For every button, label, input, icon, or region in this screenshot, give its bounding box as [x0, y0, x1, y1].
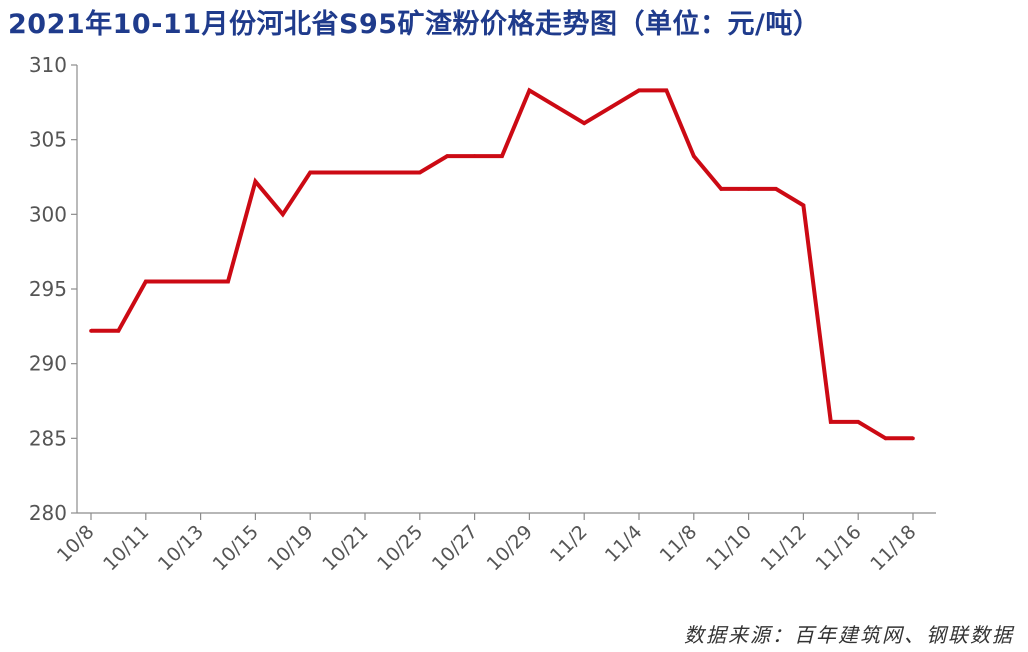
y-tick-label: 295 [29, 277, 67, 301]
axes [76, 65, 936, 514]
data-point [801, 203, 806, 208]
x-tick-label: 10/19 [263, 521, 317, 575]
x-tick-label: 11/18 [866, 521, 920, 575]
data-point [253, 179, 258, 184]
x-tick-label: 10/29 [483, 521, 537, 575]
x-tick-label: 11/16 [811, 521, 865, 575]
data-point [390, 170, 395, 175]
data-point [883, 436, 888, 441]
data-point [445, 154, 450, 158]
data-point [198, 279, 203, 284]
y-tick-label: 290 [29, 352, 67, 376]
data-point [527, 88, 532, 93]
data-point [89, 329, 93, 333]
data-point [692, 154, 696, 158]
y-axis-ticks: 280 285 290 295 300 305 310 [29, 53, 77, 525]
x-tick-label: 10/25 [373, 521, 427, 575]
data-point [582, 121, 586, 126]
y-tick-label: 310 [29, 53, 67, 77]
x-tick-label: 11/4 [601, 521, 647, 567]
data-point [664, 88, 669, 93]
data-point [774, 187, 778, 191]
data-point [856, 420, 860, 424]
series-line [91, 87, 913, 441]
data-point [363, 170, 367, 175]
data-point [472, 154, 477, 158]
x-tick-label: 10/8 [53, 521, 99, 567]
x-axis-ticks: 10/8 10/11 10/13 10/15 10/19 10/21 10/25 10/27 1… [53, 513, 921, 575]
data-point [829, 420, 833, 424]
data-point [116, 329, 121, 333]
x-tick-label: 11/8 [656, 521, 702, 567]
chart-title: 2021年10-11月份河北省S95矿渣粉价格走势图（单位：元/吨） [8, 9, 821, 40]
data-point [308, 170, 313, 175]
x-tick-label: 10/11 [99, 521, 153, 575]
data-point [555, 105, 559, 109]
y-tick-label: 305 [29, 128, 67, 152]
x-tick-label: 10/21 [318, 521, 372, 575]
data-point [281, 212, 285, 217]
x-tick-label: 10/15 [209, 521, 263, 575]
x-tick-label: 11/10 [702, 521, 756, 575]
data-point [144, 279, 148, 284]
data-point [171, 279, 175, 284]
series-layer [89, 87, 915, 441]
data-point [637, 88, 641, 93]
data-point [746, 187, 751, 191]
x-tick-label: 11/2 [546, 521, 592, 567]
x-tick-label: 10/13 [154, 521, 208, 575]
data-point [500, 154, 504, 158]
x-tick-label: 11/12 [757, 521, 811, 575]
x-tick-label: 10/27 [428, 521, 482, 575]
data-point [609, 105, 614, 109]
data-point [335, 170, 340, 175]
data-point [418, 170, 422, 175]
y-tick-label: 280 [29, 501, 67, 525]
source-note: 数据来源：百年建筑网、钢联数据 [684, 623, 1014, 647]
y-tick-label: 300 [29, 202, 67, 226]
data-point [911, 436, 915, 441]
y-tick-label: 285 [29, 426, 67, 450]
data-point [226, 279, 230, 284]
data-point [719, 187, 723, 191]
